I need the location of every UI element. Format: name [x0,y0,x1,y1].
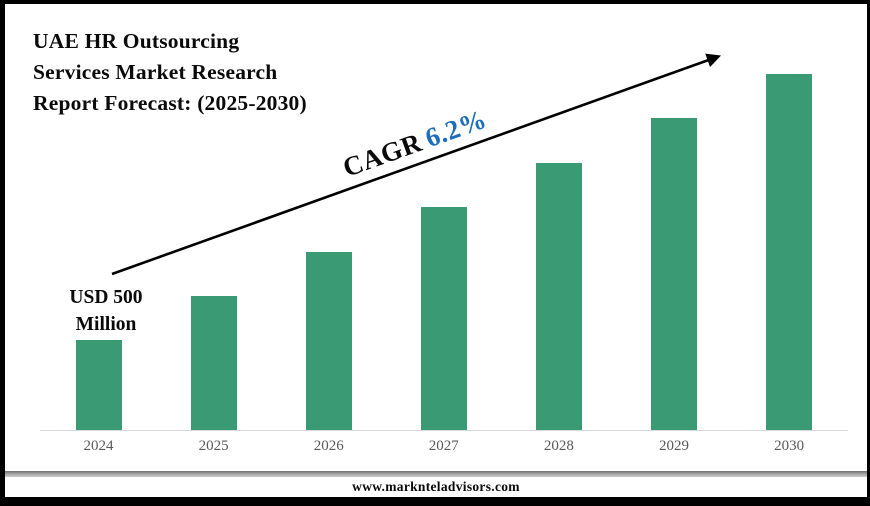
bar-2024 [75,340,122,430]
bar-2027 [420,207,467,430]
bar-2029 [651,118,697,430]
footer-bar: www.marknteladvisors.com [5,477,867,497]
card-bottom-shadow [5,471,867,477]
bar-2030 [766,74,813,430]
x-tick-2030: 2030 [774,438,805,454]
chart-area: UAE HR Outsourcing Services Market Resea… [5,4,867,471]
bar-2028 [535,163,582,430]
x-tick-2026: 2026 [313,438,344,454]
x-tick-2028: 2028 [543,438,574,454]
x-tick-2029: 2029 [659,438,689,454]
bars-container: 2024 2025 2026 2027 2028 2029 2030 [5,4,867,471]
x-axis-line [40,430,848,431]
growth-arrow-icon [111,53,722,276]
bar-2025 [190,296,237,430]
x-tick-2025: 2025 [198,438,229,454]
x-tick-2024: 2024 [83,438,114,454]
x-tick-2027: 2027 [428,438,459,454]
base-value-annotation: USD 500 Million [69,287,143,335]
bar-2026 [305,252,352,430]
chart-title: UAE HR Outsourcing Services Market Resea… [33,29,307,115]
website-url: www.marknteladvisors.com [352,479,520,494]
